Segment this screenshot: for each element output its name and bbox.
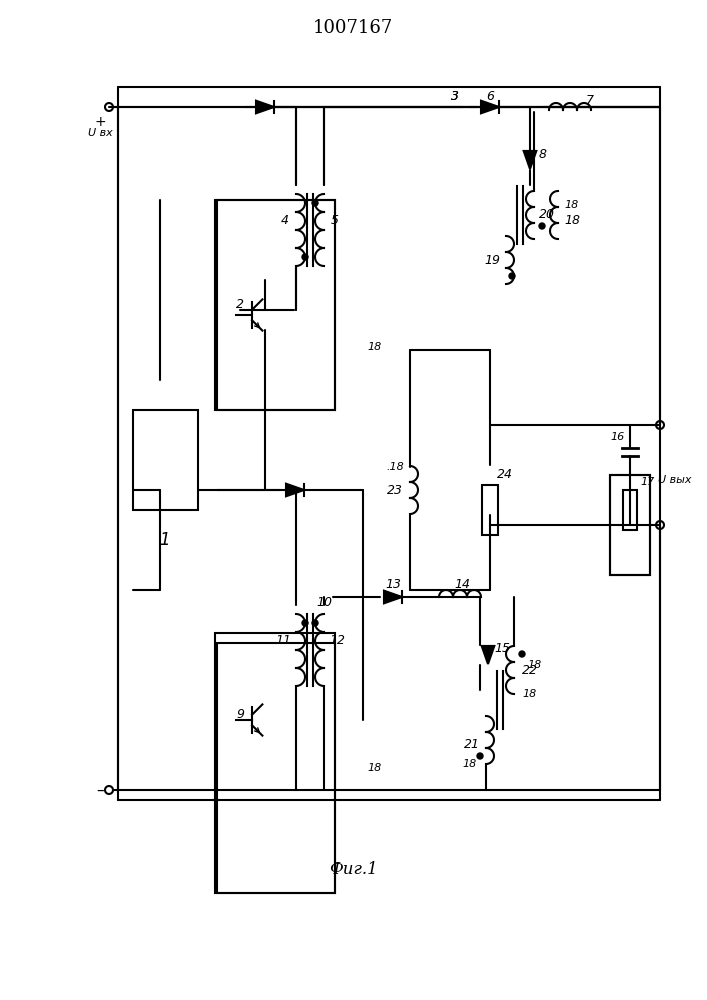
Text: 1: 1 [160,531,170,549]
Circle shape [539,223,545,229]
Text: 8: 8 [539,148,547,161]
Text: 9: 9 [236,708,244,722]
Text: 16: 16 [611,432,625,442]
Bar [215,633,335,893]
Circle shape [302,620,308,626]
Polygon shape [286,484,304,496]
Text: 12: 12 [329,634,345,647]
Circle shape [312,200,318,206]
Text: 4: 4 [281,214,289,227]
Bar [482,485,498,535]
Circle shape [477,753,483,759]
Circle shape [302,254,308,260]
Text: 17: 17 [641,477,655,487]
Text: 18: 18 [523,689,537,699]
Polygon shape [481,646,494,664]
Text: 18: 18 [463,759,477,769]
Polygon shape [524,151,537,169]
Text: 5: 5 [331,214,339,227]
Text: 3: 3 [451,91,459,104]
Text: 18: 18 [564,214,580,227]
Bar [610,475,650,575]
Text: 2: 2 [236,298,244,312]
Text: U вых: U вых [658,475,691,485]
Text: 13: 13 [385,578,401,590]
Text: 23: 23 [387,484,403,496]
Text: 18: 18 [368,342,382,352]
Text: 18: 18 [565,200,579,210]
Bar [623,490,637,530]
Text: 21: 21 [464,738,480,752]
Circle shape [509,273,515,279]
Bar [133,410,198,510]
Polygon shape [481,101,499,113]
Text: 15: 15 [494,642,510,654]
Text: 11: 11 [275,634,291,647]
Text: 18: 18 [368,763,382,773]
Bar [217,200,335,410]
Text: 7: 7 [586,94,594,106]
Text: 14: 14 [454,578,470,590]
Bar [215,200,335,410]
Polygon shape [384,591,402,603]
Text: 10: 10 [316,595,332,608]
Text: 6: 6 [486,91,494,104]
Bar [610,475,650,575]
Text: U вх: U вх [88,128,112,138]
Circle shape [312,620,318,626]
Text: 24: 24 [497,468,513,482]
Text: 22: 22 [522,664,538,676]
Text: Фиг.1: Фиг.1 [329,861,378,879]
Text: –: – [96,782,104,798]
Text: .18: .18 [386,462,404,472]
Text: 19: 19 [484,253,500,266]
Text: 3: 3 [451,91,459,104]
Circle shape [519,651,525,657]
Polygon shape [256,101,274,113]
Text: 1007167: 1007167 [313,19,393,37]
Bar [217,643,335,893]
Text: 20: 20 [539,209,555,222]
Text: 18: 18 [528,660,542,670]
Text: +: + [94,115,106,129]
